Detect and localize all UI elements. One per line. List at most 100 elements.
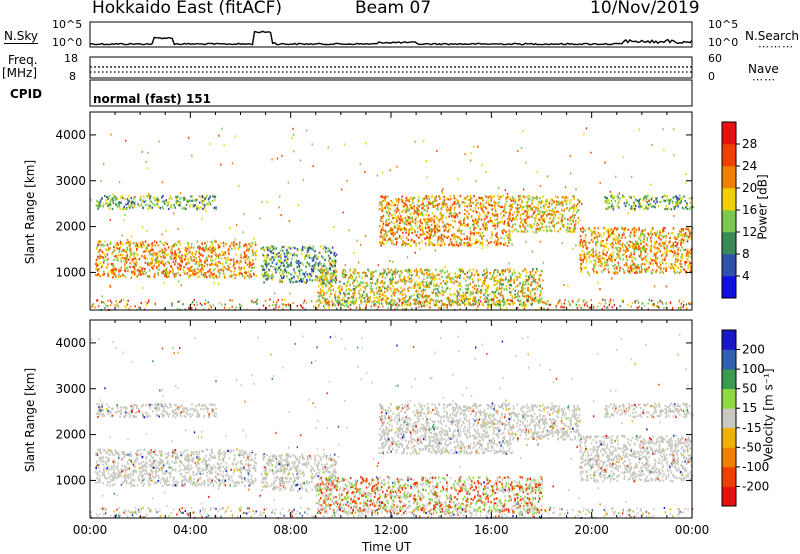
scatter-cell <box>434 197 436 199</box>
scatter-cell <box>609 259 611 261</box>
scatter-cell <box>163 208 165 210</box>
freq-panel <box>90 57 692 78</box>
scatter-cell <box>432 204 434 206</box>
scatter-cell <box>309 273 311 275</box>
scatter-cell <box>420 234 422 236</box>
scatter-cell <box>245 243 247 245</box>
scatter-cell <box>536 268 538 270</box>
scatter-cell <box>511 244 513 246</box>
scatter-cell <box>665 262 667 264</box>
scatter-cell <box>334 274 336 276</box>
scatter-cell <box>412 216 414 218</box>
scatter-cell <box>475 204 477 206</box>
scatter-cell <box>624 264 626 266</box>
scatter-cell <box>383 269 385 271</box>
scatter-cell <box>441 243 443 245</box>
scatter-cell <box>349 284 351 286</box>
scatter-cell <box>576 211 578 213</box>
scatter-cell <box>354 293 356 295</box>
scatter-cell <box>605 263 607 265</box>
scatter-cell <box>416 207 418 209</box>
scatter-cell <box>382 276 384 278</box>
scatter-cell <box>685 249 687 251</box>
scatter-cell <box>406 215 408 217</box>
scatter-cell <box>416 271 418 273</box>
scatter-cell <box>410 271 412 273</box>
scatter-cell <box>442 206 444 208</box>
scatter-cell <box>612 197 614 199</box>
scatter-cell <box>387 286 389 288</box>
scatter-cell <box>612 244 614 246</box>
scatter-cell <box>452 244 454 246</box>
scatter-cell <box>603 245 605 247</box>
scatter-cell <box>682 255 684 257</box>
scatter-cell <box>204 198 206 200</box>
scatter-cell <box>490 200 492 202</box>
scatter-cell <box>410 302 412 304</box>
scatter-cell <box>688 229 690 231</box>
scatter-cell <box>211 241 213 243</box>
scatter-cell <box>466 215 468 217</box>
scatter-cell <box>457 200 459 202</box>
scatter-cell <box>466 236 468 238</box>
scatter-cell <box>496 242 498 244</box>
scatter-cell <box>470 230 472 232</box>
scatter-cell <box>616 243 618 245</box>
scatter-cell <box>612 265 614 267</box>
scatter-cell <box>401 198 403 200</box>
scatter-cell <box>651 233 653 235</box>
scatter-cell <box>538 201 540 203</box>
scatter-cell <box>655 197 657 199</box>
scatter-cell <box>405 295 407 297</box>
scatter-cell <box>140 195 142 197</box>
scatter-cell <box>195 253 197 255</box>
scatter-cell <box>392 285 394 287</box>
scatter-cell <box>516 279 518 281</box>
scatter-cell <box>289 278 291 280</box>
scatter-cell <box>417 227 419 229</box>
scatter-cell <box>601 271 603 273</box>
scatter-cell <box>107 258 109 260</box>
scatter-cell <box>625 237 627 239</box>
scatter-cell <box>514 297 516 299</box>
scatter-cell <box>590 229 592 231</box>
scatter-cell <box>117 260 119 262</box>
scatter-cell <box>540 290 542 292</box>
scatter-cell <box>411 226 413 228</box>
scatter-cell <box>482 244 484 246</box>
scatter-cell <box>151 261 153 263</box>
scatter-cell <box>430 241 432 243</box>
scatter-cell <box>204 250 206 252</box>
scatter-cell <box>519 204 521 206</box>
scatter-cell <box>543 205 545 207</box>
scatter-cell <box>421 240 423 242</box>
scatter-cell <box>538 218 540 220</box>
scatter-cell <box>379 275 381 277</box>
cpid-frame <box>90 80 692 106</box>
scatter-cell <box>376 280 378 282</box>
scatter-cell <box>104 195 106 197</box>
scatter-cell <box>382 239 384 241</box>
scatter-cell <box>463 202 465 204</box>
scatter-cell <box>252 242 254 244</box>
scatter-cell <box>517 230 519 232</box>
scatter-cell <box>279 272 281 274</box>
scatter-cell <box>384 282 386 284</box>
scatter-cell <box>562 204 564 206</box>
scatter-cell <box>152 203 154 205</box>
scatter-cell <box>642 241 644 243</box>
scatter-cell <box>686 204 688 206</box>
scatter-cell <box>472 232 474 234</box>
scatter-cell <box>415 275 417 277</box>
scatter-cell <box>464 300 466 302</box>
scatter-cell <box>172 252 174 254</box>
scatter-cell <box>512 196 514 198</box>
scatter-cell <box>219 271 221 273</box>
scatter-cell <box>452 220 454 222</box>
scatter-cell <box>480 206 482 208</box>
scatter-cell <box>428 283 430 285</box>
scatter-cell <box>480 292 482 294</box>
scatter-cell <box>528 198 530 200</box>
scatter-cell <box>249 243 251 245</box>
scatter-cell <box>512 274 514 276</box>
